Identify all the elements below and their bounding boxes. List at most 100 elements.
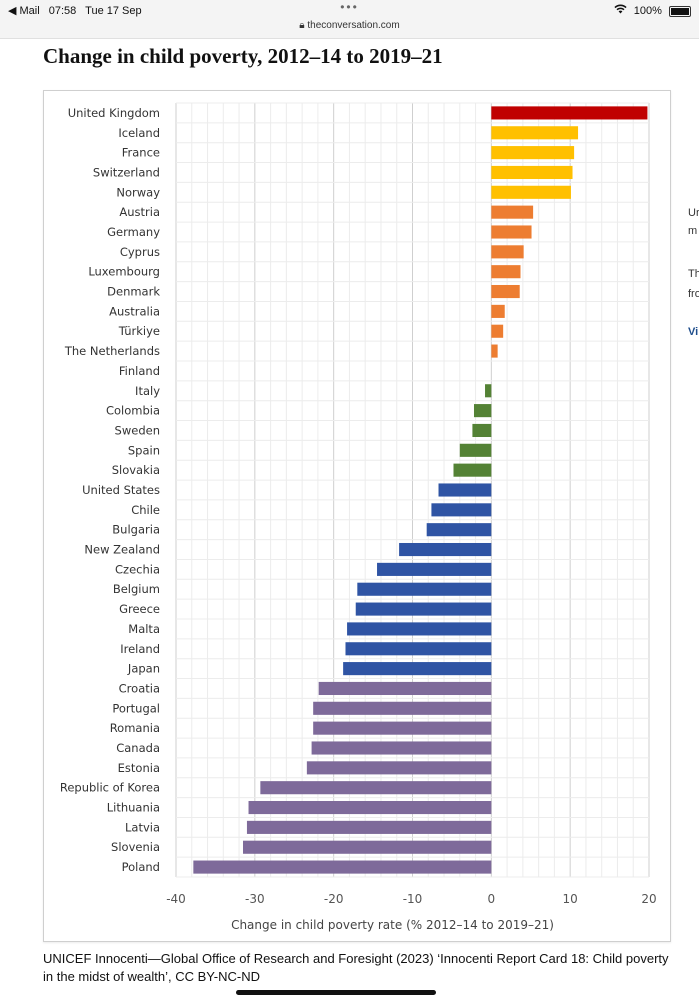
bar: [473, 404, 492, 418]
category-label: Norway: [116, 185, 160, 199]
bar: [491, 344, 498, 358]
category-label: The Netherlands: [64, 344, 160, 358]
status-left: ◀ Mail 07:58 Tue 17 Sep: [8, 4, 148, 17]
category-label: Iceland: [118, 126, 160, 140]
category-label: Slovakia: [112, 463, 160, 477]
category-label: Czechia: [115, 562, 160, 576]
bar: [491, 324, 504, 338]
category-label: Croatia: [119, 681, 160, 695]
category-label: Greece: [119, 602, 160, 616]
bar: [491, 126, 579, 140]
category-label: Canada: [116, 741, 160, 755]
category-label: Türkiye: [118, 324, 160, 338]
category-label: Malta: [128, 622, 160, 636]
x-tick-label: 20: [641, 892, 656, 906]
x-tick-label: -10: [403, 892, 423, 906]
category-label: Sweden: [115, 423, 160, 437]
category-label: Poland: [122, 860, 160, 874]
bar: [491, 106, 648, 120]
bar: [306, 761, 492, 775]
category-label: Romania: [110, 721, 160, 735]
category-label: Luxembourg: [88, 265, 160, 279]
bar: [491, 165, 573, 180]
status-time: 07:58: [48, 5, 77, 17]
bar: [453, 463, 492, 477]
status-date: Tue 17 Sep: [85, 5, 142, 17]
bar: [491, 304, 505, 318]
category-label: Austria: [119, 205, 160, 219]
category-label: Estonia: [118, 761, 160, 775]
bar: [431, 503, 492, 517]
battery-icon: [669, 5, 691, 17]
x-tick-label: -20: [324, 892, 344, 906]
x-tick-label: 0: [488, 892, 496, 906]
bar: [313, 701, 492, 715]
bar: [313, 721, 492, 735]
category-label: Denmark: [107, 285, 160, 299]
category-label: Australia: [109, 304, 160, 318]
category-label: Cyprus: [120, 245, 160, 259]
address-bar[interactable]: 🔒︎ theconversation.com: [0, 20, 699, 31]
bar: [399, 542, 492, 557]
back-to-mail-link[interactable]: ◀ Mail: [8, 5, 40, 17]
more-dots-icon[interactable]: •••: [340, 0, 359, 14]
x-tick-label: -30: [245, 892, 265, 906]
bar: [491, 146, 575, 160]
x-tick-label: 10: [563, 892, 578, 906]
page-title: Change in child poverty, 2012–14 to 2019…: [43, 44, 443, 68]
side-link-fragment[interactable]: Vi: [688, 326, 699, 338]
side-text-fragment: Th: [688, 268, 699, 280]
category-label: Slovenia: [111, 840, 160, 854]
lock-icon: 🔒︎: [299, 20, 305, 31]
category-label: Germany: [107, 225, 160, 239]
bar: [345, 642, 492, 656]
bar: [347, 622, 492, 636]
bar: [248, 800, 492, 815]
status-bar: ◀ Mail 07:58 Tue 17 Sep ••• 🔒︎ theconver…: [0, 0, 699, 39]
category-label: Japan: [127, 662, 160, 676]
image-caption: UNICEF Innocenti—Global Office of Resear…: [43, 951, 669, 984]
bar: [343, 662, 492, 676]
url-text: theconversation.com: [307, 20, 400, 31]
category-label: Switzerland: [93, 165, 160, 179]
status-right: 100%: [610, 4, 691, 17]
category-label: United States: [82, 483, 160, 497]
bar: [246, 820, 492, 834]
bar: [491, 185, 571, 199]
bar: [472, 423, 492, 438]
wifi-icon: [614, 4, 630, 17]
category-label: Ireland: [120, 642, 160, 656]
side-text-fragment: fro: [688, 288, 699, 300]
category-label: Latvia: [125, 820, 160, 834]
category-label: Bulgaria: [112, 523, 160, 537]
category-label: Lithuania: [107, 801, 160, 815]
bar: [426, 523, 492, 537]
x-tick-label: -40: [166, 892, 186, 906]
side-text-fragment: Ur: [688, 207, 699, 219]
bar: [485, 384, 492, 398]
bar: [459, 443, 492, 457]
bar: [491, 205, 534, 219]
bar: [357, 582, 492, 596]
category-label: United Kingdom: [68, 106, 160, 120]
side-text-fragment: m: [688, 225, 698, 237]
bar: [243, 840, 492, 854]
bar: [260, 781, 492, 795]
bar: [311, 741, 492, 755]
bar: [491, 265, 521, 279]
bar: [491, 284, 520, 299]
category-label: Chile: [131, 503, 160, 517]
x-axis-label: Change in child poverty rate (% 2012–14 …: [231, 918, 554, 932]
bar: [491, 225, 532, 239]
bar: [355, 602, 492, 616]
category-label: Spain: [128, 443, 160, 457]
category-label: New Zealand: [84, 543, 160, 557]
bar: [318, 681, 492, 696]
category-label: Finland: [119, 364, 160, 378]
home-indicator[interactable]: [236, 990, 436, 995]
battery-percent: 100%: [633, 5, 662, 17]
bar: [491, 245, 524, 259]
bar: [193, 860, 492, 874]
category-label: France: [122, 146, 160, 160]
category-label: Republic of Korea: [60, 781, 160, 795]
